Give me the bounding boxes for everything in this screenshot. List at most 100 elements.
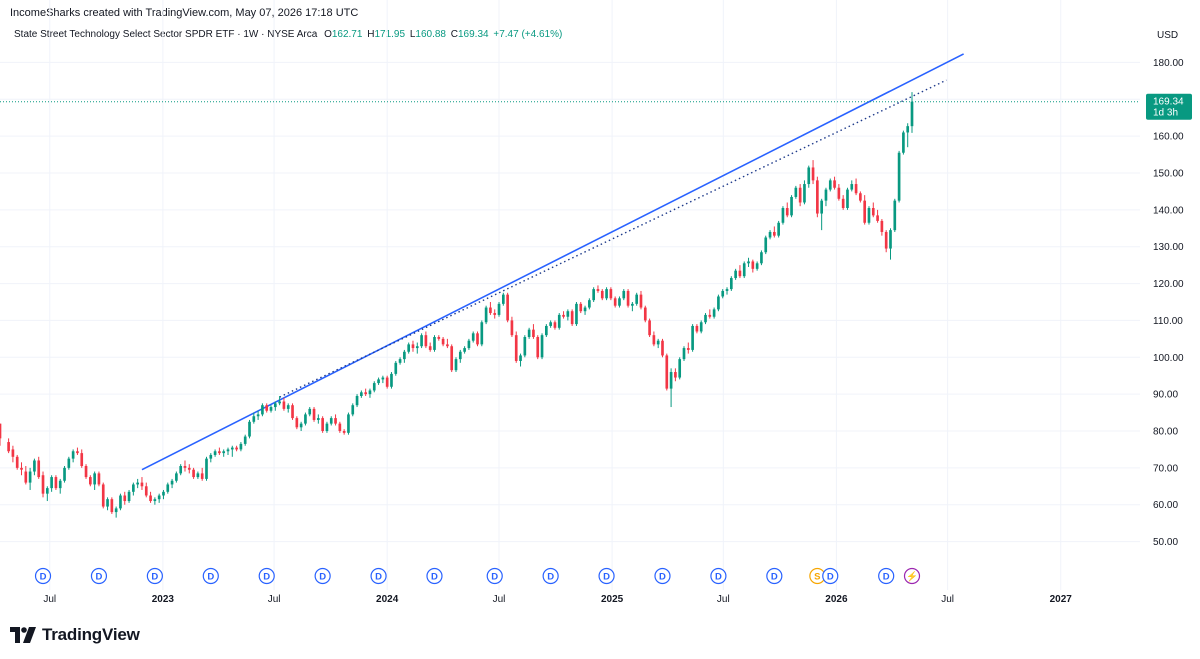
candle-body	[364, 392, 367, 395]
candle	[893, 198, 897, 232]
dividend-marker[interactable]: D	[542, 567, 559, 585]
candle-body	[613, 298, 617, 306]
candle-body	[390, 373, 393, 387]
dividend-marker[interactable]: D	[710, 567, 727, 585]
candle	[71, 449, 75, 463]
candle	[747, 257, 750, 267]
candle	[24, 466, 28, 485]
candle-body	[708, 314, 712, 317]
dividend-marker[interactable]: D	[370, 567, 387, 585]
candle-body	[347, 414, 350, 433]
candle-body	[37, 460, 41, 478]
candle-body	[734, 270, 737, 279]
candle	[420, 333, 423, 349]
candle	[385, 375, 389, 389]
candle-body	[0, 423, 2, 439]
candle-body	[609, 289, 613, 299]
candle	[884, 230, 888, 253]
candle	[149, 491, 152, 503]
candle	[699, 320, 703, 334]
candle-body	[493, 313, 497, 315]
dividend-marker[interactable]: D	[90, 567, 108, 585]
dividend-marker[interactable]: D	[598, 567, 615, 585]
candle	[243, 434, 247, 446]
candle	[480, 320, 484, 347]
price-axis[interactable]: 50.00 60.00 70.00 80.00 90.00 100.00 110.00 120…	[1153, 58, 1184, 548]
candle-body	[437, 337, 441, 339]
candle-body	[239, 443, 243, 450]
candle-body	[480, 322, 484, 345]
candle	[643, 305, 647, 323]
candle-body	[841, 198, 845, 209]
candle-body	[200, 473, 204, 479]
candle-body	[816, 180, 819, 214]
candle	[123, 491, 127, 505]
candle-body	[618, 298, 621, 306]
candle-body	[321, 418, 324, 431]
candle-body	[820, 200, 823, 214]
candle-body	[519, 355, 522, 361]
candle-body	[205, 458, 208, 479]
candle-body	[175, 473, 178, 481]
candle	[553, 320, 557, 330]
candle-body	[549, 322, 552, 326]
candle-body	[420, 335, 423, 347]
candle	[583, 305, 587, 315]
dividend-marker[interactable]: D	[878, 567, 895, 585]
candle	[329, 416, 333, 426]
candle	[334, 414, 337, 426]
candle	[910, 92, 914, 133]
dividend-marker[interactable]: D	[654, 567, 671, 585]
candle	[682, 346, 686, 361]
candle-body	[768, 231, 772, 238]
dividend-marker[interactable]: D	[258, 567, 275, 585]
candle-body	[880, 220, 884, 232]
candle	[579, 302, 583, 314]
dividend-marker-symbol: D	[431, 572, 438, 583]
candle	[360, 390, 363, 398]
tradingview-logo-icon	[10, 627, 36, 643]
dividend-marker[interactable]: D	[426, 567, 443, 585]
candle	[785, 202, 789, 218]
candle-body	[261, 405, 264, 415]
candle-body	[338, 423, 342, 431]
tradingview-logo[interactable]: TradingView	[10, 624, 140, 646]
candle-body	[166, 484, 170, 492]
dividend-marker[interactable]: D	[34, 567, 52, 585]
dividend-marker-symbol: D	[771, 572, 778, 583]
dividend-marker[interactable]: D	[202, 567, 219, 585]
candle	[252, 412, 256, 424]
candle-body	[686, 348, 690, 350]
candle-body	[489, 307, 492, 314]
time-axis[interactable]: Jul 2023 Jul 2024 Jul 2025 Jul 2026 Jul 2027	[43, 594, 1072, 605]
dividend-marker[interactable]: D	[766, 567, 783, 585]
candle	[213, 449, 217, 457]
split-marker[interactable]: S	[809, 567, 826, 585]
price-tick-label: 120.00	[1153, 279, 1184, 290]
candle	[510, 316, 514, 338]
dividend-marker[interactable]: D	[314, 567, 331, 585]
dividend-marker[interactable]: D	[486, 567, 503, 585]
candle	[114, 506, 118, 518]
candle	[41, 471, 45, 498]
candle-body	[170, 480, 174, 485]
candle-body	[876, 215, 879, 221]
dividend-marker[interactable]: D	[146, 567, 163, 585]
candle	[493, 309, 497, 319]
dividend-marker-symbol: D	[659, 572, 666, 583]
earnings-marker[interactable]: ⚡	[903, 567, 921, 585]
candles	[0, 92, 914, 518]
candle	[136, 478, 139, 489]
candle	[28, 467, 32, 490]
candle	[626, 289, 630, 308]
candle	[824, 187, 828, 207]
dividend-marker-symbol: D	[207, 572, 214, 583]
dividend-marker[interactable]: D	[822, 567, 839, 585]
event-markers[interactable]: D D D D D D D D D D D D D D S D D ⚡	[34, 567, 921, 585]
candle	[200, 467, 204, 481]
trendline-solid	[141, 53, 964, 471]
price-tick-label: 140.00	[1153, 205, 1184, 216]
candle-body	[798, 187, 802, 203]
candle-body	[385, 377, 389, 387]
